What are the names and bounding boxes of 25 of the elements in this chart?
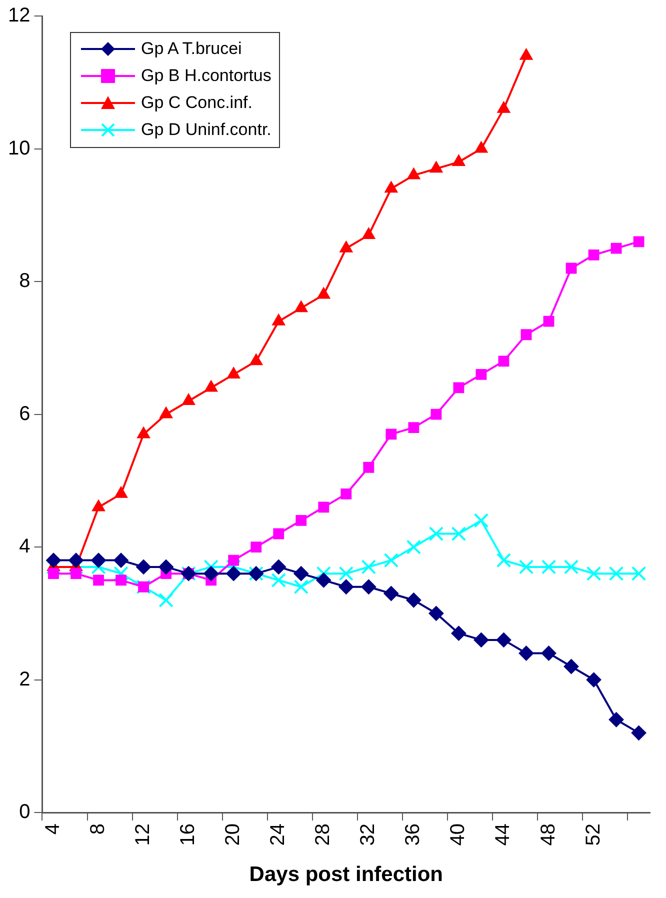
x-tick-label: 28 [312,824,334,846]
y-tick-label: 8 [19,270,30,292]
legend-label: Gp C Conc.inf. [141,92,252,114]
y-tick-label: 4 [19,536,30,558]
legend-label: Gp A T.brucei [141,38,242,60]
x-tick-label: 52 [582,824,604,846]
x-tick-label: 40 [447,824,470,846]
y-tick-label: 10 [8,137,30,160]
x-axis-title: Days post infection [249,863,443,886]
y-tick-label: 12 [8,4,30,27]
x-tick-label: 4 [42,824,64,835]
x-tick-label: 44 [492,824,514,846]
x-tick-label: 8 [87,824,110,835]
x-tick-label: 48 [537,824,560,846]
x-tick-label: 12 [132,824,154,846]
x-tick-label: 24 [267,824,290,846]
legend-label: Gp B H.contortus [141,65,272,87]
y-tick-label: 0 [19,801,30,824]
y-tick-label: 6 [19,402,30,425]
y-tick-label: 2 [19,668,30,690]
legend-label: Gp D Uninf.contr. [141,119,272,141]
x-tick-label: 36 [402,824,424,846]
x-tick-label: 20 [222,824,244,846]
x-tick-label: 32 [357,824,380,846]
x-tick-label: 16 [177,824,200,846]
